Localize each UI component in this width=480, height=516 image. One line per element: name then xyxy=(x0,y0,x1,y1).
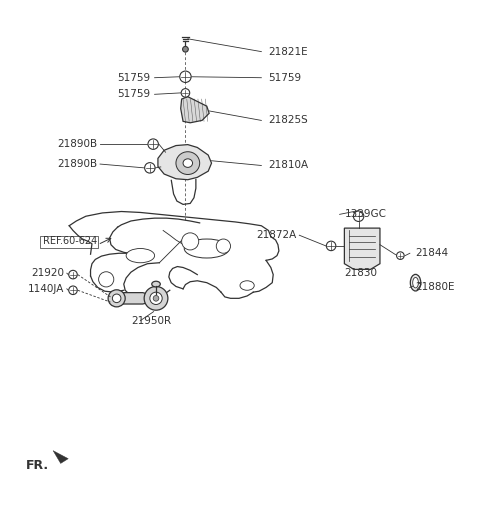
Text: 21825S: 21825S xyxy=(268,116,308,125)
Text: 21872A: 21872A xyxy=(257,230,297,240)
Ellipse shape xyxy=(183,159,192,167)
Ellipse shape xyxy=(152,281,160,287)
Text: 51759: 51759 xyxy=(117,73,150,83)
Circle shape xyxy=(112,294,121,302)
Text: 21810A: 21810A xyxy=(268,160,309,170)
Circle shape xyxy=(180,71,191,83)
Circle shape xyxy=(144,163,155,173)
Circle shape xyxy=(69,270,77,279)
Polygon shape xyxy=(180,96,209,123)
Text: 21890B: 21890B xyxy=(58,139,97,149)
Circle shape xyxy=(216,239,230,253)
Circle shape xyxy=(181,233,199,250)
Circle shape xyxy=(144,286,168,310)
Text: 1339GC: 1339GC xyxy=(344,209,386,219)
Polygon shape xyxy=(53,450,68,463)
Ellipse shape xyxy=(176,152,200,174)
Text: 21830: 21830 xyxy=(344,268,377,278)
Polygon shape xyxy=(158,144,212,180)
Text: 21890B: 21890B xyxy=(58,159,97,169)
Ellipse shape xyxy=(240,281,254,291)
Text: 21950R: 21950R xyxy=(131,316,171,326)
Circle shape xyxy=(153,296,159,301)
Text: 21880E: 21880E xyxy=(416,282,455,293)
Text: 21821E: 21821E xyxy=(268,46,308,57)
Circle shape xyxy=(98,272,114,287)
Circle shape xyxy=(182,46,188,52)
Text: 21920: 21920 xyxy=(32,268,64,278)
Ellipse shape xyxy=(126,249,155,263)
Polygon shape xyxy=(114,293,151,304)
Ellipse shape xyxy=(410,275,421,291)
Polygon shape xyxy=(344,228,380,269)
Circle shape xyxy=(353,211,364,221)
Circle shape xyxy=(148,139,158,149)
Circle shape xyxy=(326,241,336,251)
Circle shape xyxy=(69,286,77,295)
Text: 51759: 51759 xyxy=(117,89,150,99)
Ellipse shape xyxy=(184,239,229,258)
Circle shape xyxy=(181,89,190,97)
Text: 1140JA: 1140JA xyxy=(28,284,64,294)
Text: 51759: 51759 xyxy=(268,73,301,83)
Circle shape xyxy=(108,290,125,307)
Text: REF.60-624: REF.60-624 xyxy=(43,236,97,247)
Circle shape xyxy=(150,292,162,304)
Text: FR.: FR. xyxy=(25,459,48,472)
Circle shape xyxy=(396,252,404,260)
Ellipse shape xyxy=(413,278,419,288)
Text: 21844: 21844 xyxy=(416,248,449,258)
